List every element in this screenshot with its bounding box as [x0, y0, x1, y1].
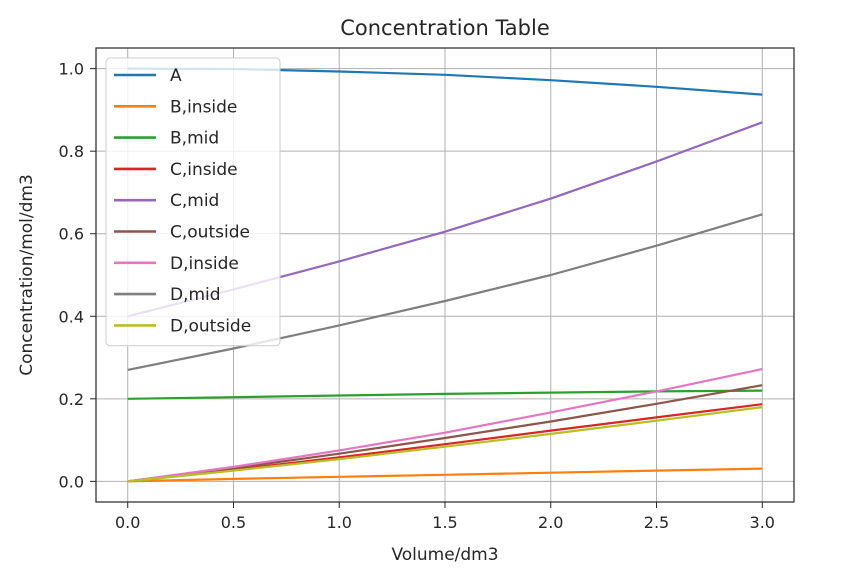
x-tick-label: 1.5: [432, 513, 457, 532]
y-tick-label: 0.6: [59, 225, 84, 244]
x-tick-label: 3.0: [750, 513, 775, 532]
legend: A B,inside B,mid C,inside C,mid C,outside D,in…: [106, 58, 280, 346]
legend-label: C,mid: [170, 191, 219, 211]
chart-title: Concentration Table: [340, 16, 550, 40]
x-axis-label: Volume/dm3: [391, 545, 498, 565]
legend-label: B,mid: [170, 129, 219, 149]
legend-label: C,outside: [170, 223, 250, 243]
y-tick-label: 0.2: [59, 390, 84, 409]
x-tick-label: 2.0: [538, 513, 563, 532]
y-tick-label: 1.0: [59, 60, 84, 79]
legend-label: C,inside: [170, 160, 238, 180]
x-tick-label: 2.5: [644, 513, 669, 532]
legend-label: D,mid: [170, 285, 221, 305]
x-tick-label: 0.0: [115, 513, 140, 532]
legend-label: D,outside: [170, 316, 251, 336]
legend-label: B,inside: [170, 97, 237, 117]
y-tick-label: 0.0: [59, 472, 84, 491]
y-tick-label: 0.4: [59, 307, 84, 326]
y-axis-label: Concentration/mol/dm3: [17, 174, 37, 376]
x-tick-label: 0.5: [221, 513, 246, 532]
legend-label: D,inside: [170, 254, 239, 274]
legend-label: A: [170, 66, 182, 86]
y-tick-label: 0.8: [59, 142, 84, 161]
x-tick-label: 1.0: [327, 513, 352, 532]
